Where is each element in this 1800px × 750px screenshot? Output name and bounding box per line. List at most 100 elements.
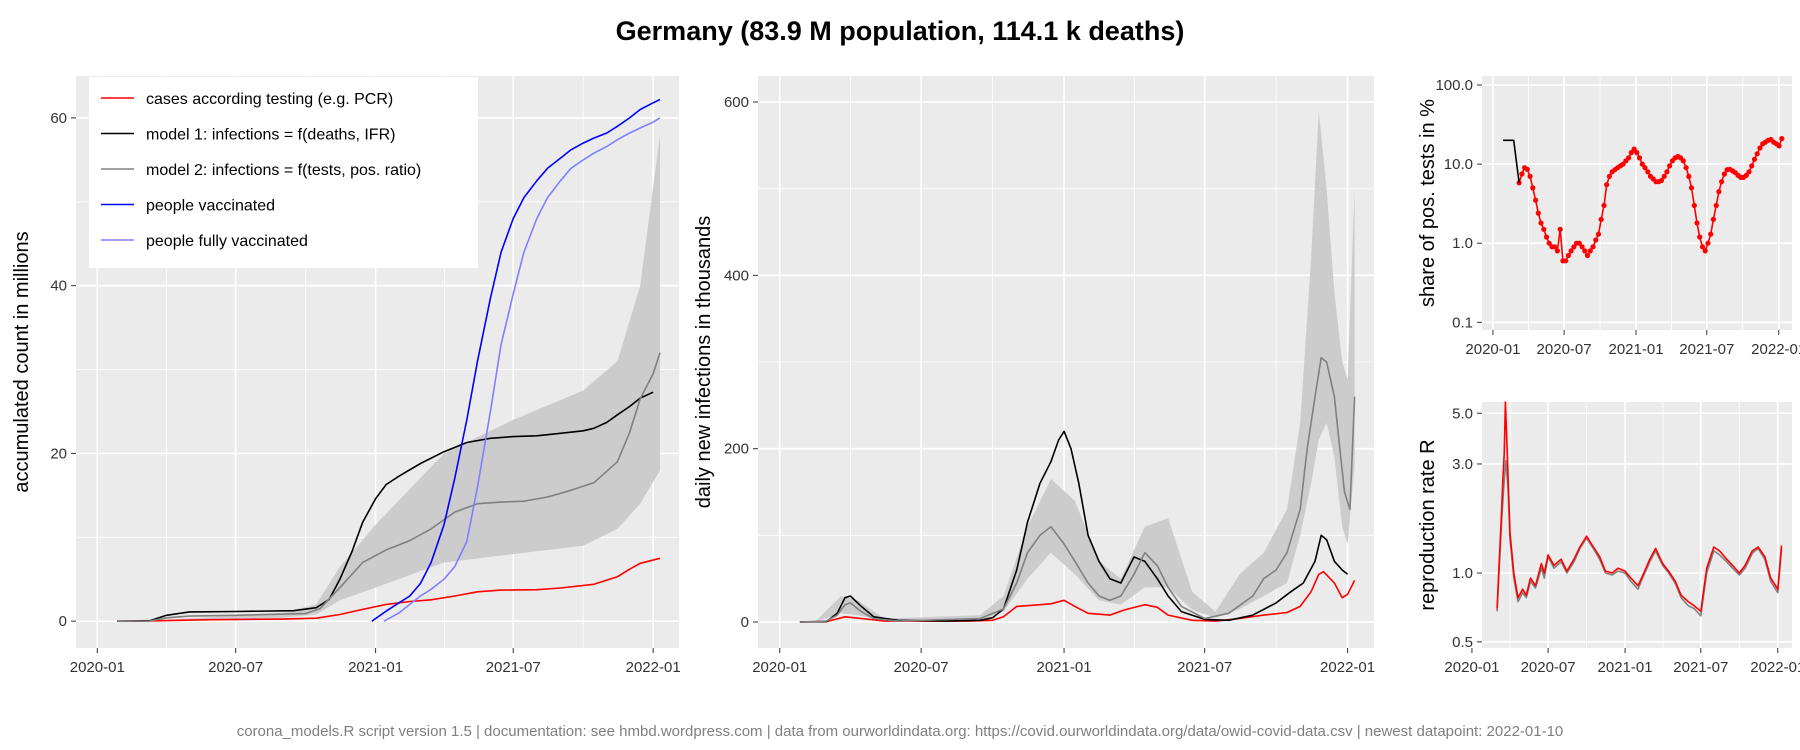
y-tick-label: 400 — [724, 267, 749, 284]
data-point — [1680, 158, 1686, 164]
legend-label: cases according testing (e.g. PCR) — [146, 91, 393, 108]
data-point — [1546, 240, 1552, 246]
data-point — [1661, 173, 1667, 179]
data-point — [1593, 237, 1599, 243]
y-tick-label: 20 — [50, 445, 67, 462]
legend: cases according testing (e.g. PCR) model … — [89, 77, 478, 268]
data-point — [1631, 146, 1637, 152]
y-tick-label: 40 — [50, 278, 67, 295]
y-tick-label: 200 — [724, 441, 749, 458]
y-tick-label: 10.0 — [1444, 156, 1473, 173]
data-point — [1565, 252, 1571, 259]
series-line — [117, 352, 661, 622]
panel-accumulated: 2020-01 2020-07 2021-01 2021-07 2022-01 0 20 40… — [11, 76, 681, 676]
data-point — [1642, 165, 1648, 171]
data-point — [1576, 240, 1582, 246]
data-point — [1686, 173, 1692, 179]
y-tick-label: 60 — [50, 110, 67, 127]
y-tick-label: 1.0 — [1452, 565, 1473, 582]
x-tick-label: 2020-07 — [208, 659, 263, 676]
series-line — [371, 98, 661, 622]
data-point — [1721, 171, 1727, 177]
series-line — [799, 430, 1349, 623]
data-point — [1757, 145, 1763, 151]
data-point — [1579, 244, 1585, 250]
panel-daily: 2020-01 2020-07 2021-01 2021-07 2022-01 0 200 4… — [693, 76, 1375, 676]
panel-background — [1482, 76, 1792, 330]
data-point — [1639, 161, 1645, 167]
data-point — [1568, 248, 1574, 254]
data-point — [1595, 231, 1602, 237]
x-tick-label: 2020-01 — [1465, 341, 1520, 358]
y-tick-label: 0.1 — [1452, 314, 1473, 331]
x-tick-label: 2020-07 — [894, 659, 949, 676]
data-point — [1710, 216, 1716, 222]
data-point — [1702, 248, 1708, 254]
data-point — [1543, 234, 1550, 240]
legend-box — [89, 77, 478, 268]
data-point — [1751, 156, 1758, 162]
data-point — [1530, 185, 1536, 191]
data-point — [1749, 163, 1755, 169]
legend-label: people vaccinated — [146, 198, 275, 215]
data-point — [1541, 226, 1547, 232]
y-tick-label: 1.0 — [1452, 235, 1473, 252]
x-tick-label: 2020-07 — [1521, 659, 1576, 676]
data-point — [1779, 136, 1785, 142]
data-point — [1694, 220, 1700, 226]
data-point — [1604, 182, 1610, 188]
data-point — [1552, 244, 1558, 250]
data-point — [1776, 143, 1782, 149]
data-point — [1626, 155, 1632, 161]
x-tick-label: 2021-07 — [486, 659, 541, 676]
y-axis-title: daily new infections in thousands — [693, 216, 715, 508]
data-point — [1754, 151, 1760, 157]
legend-label: model 2: infections = f(tests, pos. rati… — [146, 162, 421, 179]
data-point — [1688, 185, 1695, 191]
footer-caption: corona_models.R script version 1.5 | doc… — [236, 723, 1564, 740]
data-point — [1645, 169, 1651, 175]
data-point — [1746, 169, 1752, 175]
data-point — [1524, 166, 1530, 172]
x-tick-label: 2022-01 — [1750, 659, 1800, 676]
series-line — [799, 356, 1356, 623]
series-line — [117, 557, 661, 623]
x-tick-label: 2022-01 — [1320, 659, 1375, 676]
data-point — [1584, 252, 1591, 259]
data-point — [1590, 244, 1596, 250]
y-tick-label: 0 — [59, 613, 67, 630]
y-tick-label: 0.5 — [1452, 634, 1473, 651]
x-tick-label: 2021-01 — [1608, 341, 1663, 358]
panel-positivity: 2020-01 2020-07 2021-01 2021-07 2022-01 0.1 1.… — [1417, 76, 1800, 358]
x-tick-label: 2021-01 — [348, 659, 403, 676]
y-axis-title: reproduction rate R — [1417, 439, 1439, 610]
x-tick-label: 2020-07 — [1537, 341, 1592, 358]
data-point — [1557, 226, 1563, 232]
x-tick-label: 2021-01 — [1037, 659, 1092, 676]
data-point — [1719, 179, 1725, 185]
data-point — [1538, 220, 1544, 226]
x-tick-label: 2021-01 — [1598, 659, 1653, 676]
x-tick-label: 2021-07 — [1679, 341, 1734, 358]
x-tick-label: 2020-01 — [1444, 659, 1499, 676]
data-point — [1519, 171, 1525, 177]
data-point — [1636, 155, 1643, 161]
x-tick-label: 2021-07 — [1177, 659, 1232, 676]
legend-label: model 1: infections = f(deaths, IFR) — [146, 127, 395, 144]
data-point — [1664, 169, 1670, 175]
x-tick-label: 2020-01 — [70, 659, 125, 676]
data-point — [1598, 216, 1604, 222]
data-point — [1563, 258, 1569, 264]
data-point — [1628, 150, 1634, 156]
x-tick-label: 2022-01 — [626, 659, 681, 676]
x-tick-label: 2020-01 — [752, 659, 807, 676]
data-point — [1606, 173, 1612, 179]
data-point — [1554, 248, 1560, 254]
panel-background — [1482, 402, 1792, 648]
x-tick-label: 2021-07 — [1673, 659, 1728, 676]
data-point — [1699, 244, 1706, 250]
data-point — [1705, 240, 1711, 246]
series-line — [1496, 459, 1783, 617]
data-point — [1658, 177, 1664, 184]
